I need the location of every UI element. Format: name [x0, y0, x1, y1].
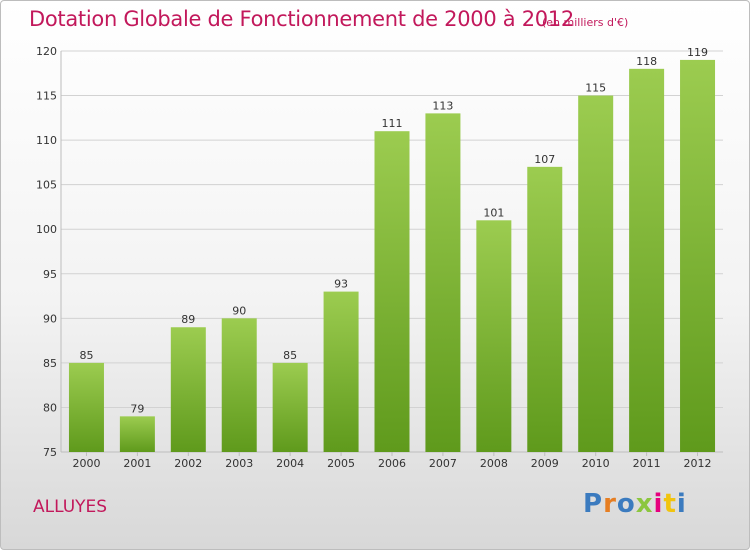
logo-letter: r	[603, 489, 617, 519]
x-tick-label-2001: 2001	[123, 457, 151, 470]
x-tick-label-2002: 2002	[174, 457, 202, 470]
x-tick-label-2010: 2010	[582, 457, 610, 470]
bar-2005	[323, 291, 359, 452]
bar-2003	[221, 318, 257, 452]
y-tick-label: 105	[36, 179, 57, 192]
value-label-2006: 111	[382, 117, 403, 130]
bars	[68, 59, 716, 453]
value-label-2008: 101	[483, 206, 504, 219]
value-label-2000: 85	[79, 349, 93, 362]
commune-name: ALLUYES	[33, 497, 108, 517]
y-tick-label: 100	[36, 223, 57, 236]
bar-2008	[476, 220, 512, 452]
bar-2009	[527, 166, 563, 452]
x-tick-label-2004: 2004	[276, 457, 304, 470]
y-tick-label: 75	[43, 446, 57, 459]
x-tick-label-2008: 2008	[480, 457, 508, 470]
y-tick-label: 90	[43, 312, 57, 325]
logo-letter: i	[653, 489, 664, 519]
value-label-2011: 118	[636, 55, 657, 68]
chart-title: Dotation Globale de Fonctionnement de 20…	[29, 7, 574, 31]
value-label-2010: 115	[585, 82, 606, 95]
value-label-2002: 89	[181, 313, 195, 326]
value-label-2009: 107	[534, 153, 555, 166]
bar-2006	[374, 131, 410, 452]
bar-2012	[680, 59, 716, 453]
value-labels: 85 79 89 90 85 93 111 113 101 107 115 118 119	[79, 46, 708, 415]
logo-letter: t	[663, 489, 677, 519]
x-tick-label-2000: 2000	[72, 457, 100, 470]
y-tick-label: 80	[43, 401, 57, 414]
logo-letter: P	[583, 489, 604, 519]
value-label-2005: 93	[334, 278, 348, 291]
y-tick-label: 85	[43, 357, 57, 370]
x-tick-label-2011: 2011	[633, 457, 661, 470]
proxiti-logo[interactable]: Proxiti	[583, 489, 687, 519]
x-tick-label-2012: 2012	[684, 457, 712, 470]
y-tick-label: 95	[43, 268, 57, 281]
bar-2010	[578, 95, 614, 453]
y-axis-ticks: 75 80 85 90 95 100 105 110 115 120	[36, 45, 57, 459]
x-tick-label-2007: 2007	[429, 457, 457, 470]
value-label-2001: 79	[130, 402, 144, 415]
logo-letter: x	[635, 489, 654, 519]
x-tick-label-2003: 2003	[225, 457, 253, 470]
x-axis-ticks: 2000 2001 2002 2003 2004 2005 2006 2007 2008 2009…	[72, 452, 712, 470]
value-label-2007: 113	[432, 99, 453, 112]
bar-2002	[170, 327, 206, 452]
y-tick-label: 115	[36, 90, 57, 103]
bar-2000	[68, 362, 104, 452]
y-tick-label: 110	[36, 134, 57, 147]
bar-2004	[272, 362, 308, 452]
logo-letter: o	[616, 489, 636, 519]
chart-unit: (en milliers d'€)	[542, 16, 629, 29]
bar-2007	[425, 113, 461, 452]
value-label-2012: 119	[687, 46, 708, 59]
logo-letter: i	[676, 489, 687, 519]
bar-2011	[629, 68, 665, 453]
bar-2001	[119, 416, 155, 452]
x-tick-label-2009: 2009	[531, 457, 559, 470]
value-label-2003: 90	[232, 304, 246, 317]
x-tick-label-2006: 2006	[378, 457, 406, 470]
x-tick-label-2005: 2005	[327, 457, 355, 470]
value-label-2004: 85	[283, 349, 297, 362]
y-tick-label: 120	[36, 45, 57, 58]
